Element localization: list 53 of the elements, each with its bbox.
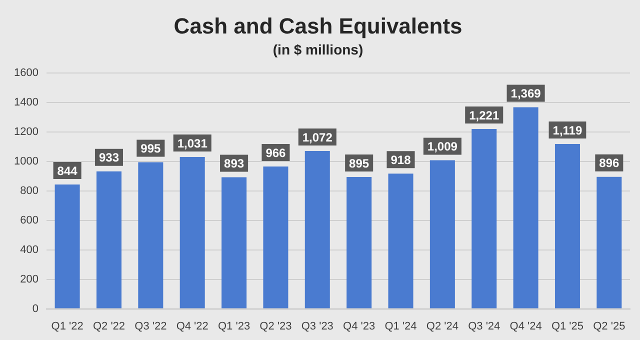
y-tick-label: 1400 <box>14 96 38 109</box>
x-tick-label: Q1 '24 <box>384 320 417 332</box>
x-tick-label: Q3 '23 <box>301 320 334 332</box>
y-tick-label: 0 <box>32 302 38 315</box>
x-tick-label: Q2 '25 <box>593 320 626 332</box>
data-label: 933 <box>98 150 120 165</box>
data-label: 1,221 <box>469 108 500 122</box>
y-tick-label: 400 <box>20 244 38 256</box>
x-tick-label: Q4 '24 <box>510 320 542 332</box>
y-tick-label: 1200 <box>14 126 38 138</box>
bar <box>222 177 247 308</box>
y-tick-label: 600 <box>20 214 38 226</box>
bar <box>263 166 288 308</box>
chart-title: Cash and Cash Equivalents <box>174 13 462 38</box>
x-tick-label: Q1 '25 <box>551 320 584 332</box>
bar <box>304 150 330 308</box>
bar <box>180 156 205 308</box>
data-label: 896 <box>599 156 620 170</box>
bar <box>96 171 122 308</box>
x-tick-label: Q2 '22 <box>92 320 126 332</box>
bar <box>472 129 497 308</box>
x-tick-label: Q3 '22 <box>134 320 167 332</box>
data-label: 966 <box>266 146 286 160</box>
y-tick-label: 200 <box>20 273 38 286</box>
bar <box>430 160 455 308</box>
bar <box>388 174 414 308</box>
x-tick-label: Q1 '22 <box>51 320 84 332</box>
data-label: 918 <box>390 152 412 167</box>
data-label: 1,369 <box>510 86 542 101</box>
y-tick-label: 800 <box>20 185 38 198</box>
x-tick-label: Q1 '23 <box>218 320 250 332</box>
chart-subtitle: (in $ millions) <box>272 42 364 58</box>
bar <box>54 184 80 308</box>
y-tick-label: 1600 <box>14 67 38 80</box>
x-tick-label: Q2 '24 <box>426 320 458 332</box>
bar <box>554 144 580 308</box>
data-label: 995 <box>140 142 162 156</box>
data-label: 1,031 <box>177 136 208 150</box>
y-tick-label: 1000 <box>14 156 38 168</box>
data-label: 1,009 <box>427 140 458 154</box>
data-label: 893 <box>224 156 244 171</box>
data-label: 1,072 <box>302 130 333 144</box>
x-tick-label: Q2 '23 <box>260 320 292 332</box>
x-tick-label: Q4 '23 <box>343 320 376 332</box>
bar <box>513 107 538 308</box>
x-tick-label: Q4 '22 <box>176 320 208 332</box>
data-label: 1,119 <box>552 123 582 138</box>
bar <box>596 176 622 308</box>
x-tick-label: Q3 '24 <box>468 320 500 332</box>
bar <box>346 177 372 308</box>
data-label: 895 <box>349 156 370 170</box>
bar <box>138 162 164 308</box>
data-label: 844 <box>57 164 78 178</box>
